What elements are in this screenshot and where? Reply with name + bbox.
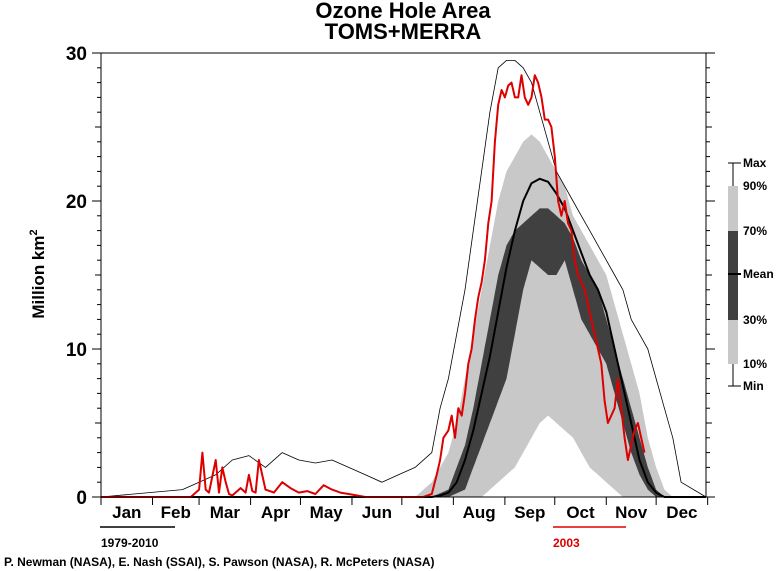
legend-label: Max [743,156,767,170]
year-2003-label: 2003 [553,536,580,550]
baseline-period-label: 1979-2010 [101,536,159,550]
x-tick-label: Nov [615,503,648,522]
y-tick-label: 10 [66,340,87,361]
x-tick-label: Oct [566,503,595,522]
axes: 0 10 20 30 Jan Feb Mar Apr May Jun Jul Aug Sep Oct Nov… [66,44,715,522]
percentile-bands [101,134,706,497]
chart-title: Ozone Hole Area [315,0,491,23]
x-tick-label: Jul [415,503,440,522]
x-tick-label: Mar [210,503,241,522]
legend-label: Min [743,379,764,393]
legend: Max 90% 70% Mean 30% 10% Min [728,156,774,393]
series-mean-line [101,177,706,498]
y-axis-label-superscript: 2 [28,229,40,235]
x-tick-label: Feb [161,503,191,522]
band-30-70 [101,208,706,497]
y-axis-label: Million km2 [28,229,48,318]
x-tick-label: Jun [362,503,392,522]
x-tick-label: Aug [463,503,496,522]
legend-label: 30% [743,313,767,327]
x-tick-label: Sep [514,503,545,522]
y-axis-label-text: Million km [29,236,48,319]
legend-swatch-upper-light [728,186,738,231]
x-tick-label: May [310,503,344,522]
legend-swatch-lower-light [728,320,738,364]
y-tick-label: 20 [66,192,87,213]
credit-text: P. Newman (NASA), E. Nash (SSAI), S. Paw… [4,555,435,569]
x-tick-label: Apr [261,503,291,522]
band-10-90 [101,134,706,497]
legend-label: 10% [743,357,767,371]
legend-label: Mean [743,267,774,281]
series-2003-line [101,74,646,498]
x-tick-label: Jan [112,503,141,522]
y-tick-label: 30 [66,44,87,65]
legend-label: 90% [743,179,767,193]
series-max-line [100,60,707,498]
x-tick-label: Dec [666,503,697,522]
legend-label: 70% [743,224,767,238]
legend-swatch-dark [728,231,738,320]
chart-subtitle: TOMS+MERRA [325,19,482,44]
y-tick-label: 0 [76,488,87,509]
